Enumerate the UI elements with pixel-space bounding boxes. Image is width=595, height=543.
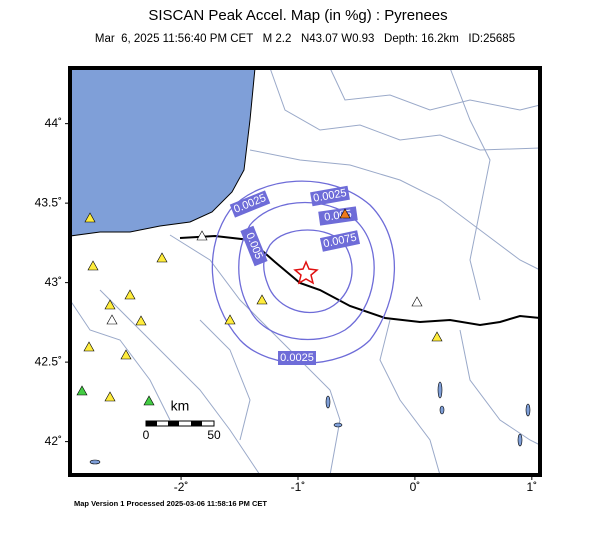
y-tick-label: 42.5˚ bbox=[35, 354, 62, 368]
y-tick-label: 44˚ bbox=[45, 116, 62, 130]
x-tick-label: -1˚ bbox=[291, 480, 306, 494]
stations bbox=[76, 208, 443, 406]
scale-label: 50 bbox=[207, 428, 221, 442]
rivers bbox=[69, 67, 541, 476]
y-tick-label: 43.5˚ bbox=[35, 195, 62, 209]
contours bbox=[211, 180, 396, 364]
contour-label: 0.0075 bbox=[319, 230, 361, 252]
contour-label-box bbox=[310, 185, 350, 207]
map-frame bbox=[68, 66, 542, 477]
contour-label: 0.0025 bbox=[310, 185, 350, 207]
contour-label-box bbox=[319, 230, 361, 252]
sea bbox=[69, 67, 256, 237]
y-tick-label: 42˚ bbox=[45, 434, 62, 448]
lakes bbox=[89, 381, 531, 465]
contour-label-box bbox=[278, 351, 316, 365]
scale-bar: km 0 50 bbox=[143, 398, 221, 442]
x-tick-label: 1˚ bbox=[526, 480, 537, 494]
y-tick-label: 43˚ bbox=[45, 275, 62, 289]
contour-label-text: 0.0025 bbox=[312, 187, 347, 205]
scale-unit: km bbox=[171, 398, 190, 414]
contour-label-box bbox=[229, 190, 271, 218]
contour-label-text: 0.0025 bbox=[280, 352, 314, 364]
map-title: SISCAN Peak Accel. Map (in %g) : Pyrenee… bbox=[148, 7, 447, 24]
contour-label-box bbox=[240, 225, 268, 267]
scale-label: 0 bbox=[143, 428, 150, 442]
epicenter bbox=[293, 260, 319, 285]
footer: Map Version 1 Processed 2025-03-06 11:58… bbox=[74, 499, 267, 508]
map-subtitle: Mar 6, 2025 11:56:40 PM CET M 2.2 N43.07… bbox=[95, 33, 515, 45]
contour-label-box bbox=[318, 206, 358, 226]
x-tick-label: -2˚ bbox=[174, 480, 189, 494]
x-tick-label: 0˚ bbox=[410, 480, 421, 494]
contour-label: 0.0025 bbox=[278, 351, 316, 365]
